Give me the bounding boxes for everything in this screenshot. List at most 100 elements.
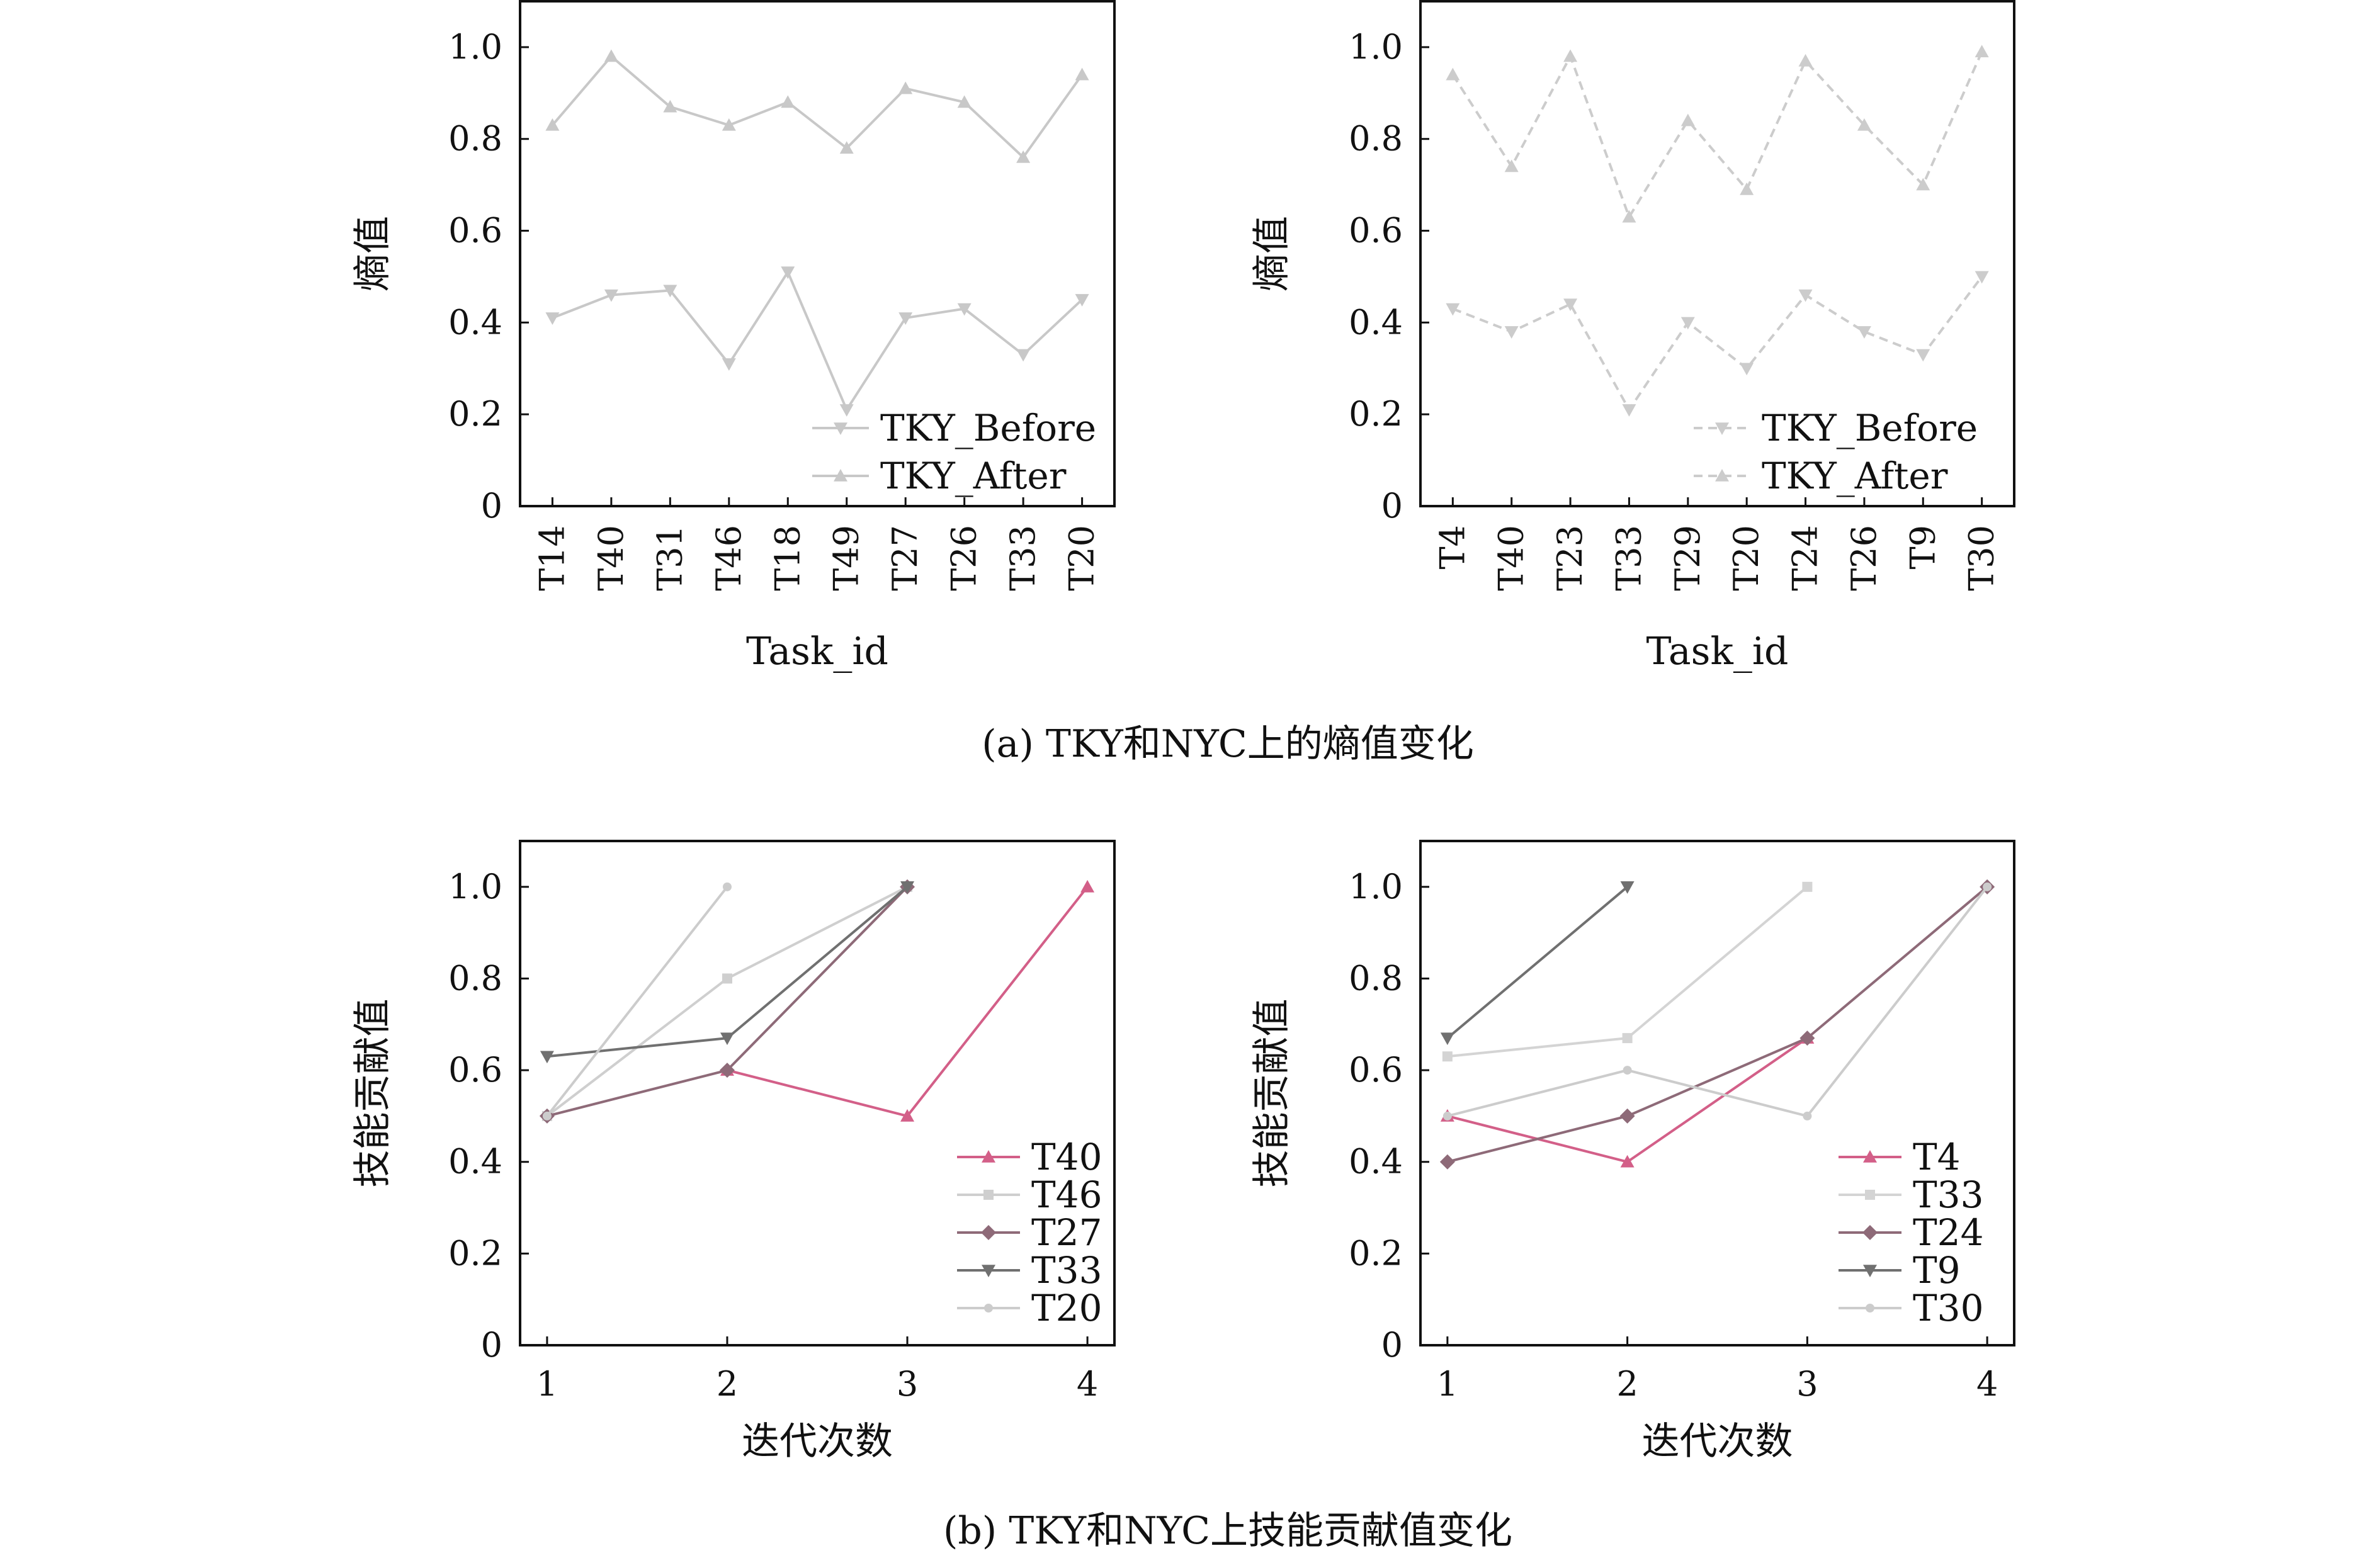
x-tick-label: 4 [1976, 1364, 1998, 1404]
legend-label: T20 [1031, 1287, 1102, 1329]
plot-frame [1419, 0, 2015, 507]
y-tick-label: 0 [1381, 1325, 1403, 1365]
y-tick-label: 0.2 [1349, 394, 1403, 434]
series-line [547, 886, 909, 1117]
x-tick-label: T46 [709, 525, 749, 591]
y-tick-label: 0.4 [1349, 302, 1403, 342]
data-point [722, 973, 732, 984]
data-point [1798, 54, 1813, 67]
data-point [1916, 178, 1930, 191]
y-tick-label: 0.4 [1349, 1142, 1403, 1182]
y-tick-label: 0.6 [1349, 1050, 1403, 1090]
data-point [839, 404, 854, 417]
x-tick-label: 2 [1616, 1364, 1638, 1404]
data-point [1798, 289, 1813, 302]
y-tick-label: 1.0 [448, 27, 502, 67]
legend-marker [982, 1150, 995, 1163]
x-tick-label: T30 [1962, 525, 2002, 591]
data-point [663, 99, 677, 113]
y-tick-label: 0.2 [1349, 1233, 1403, 1273]
legend-label: TKY_Before [1762, 407, 1978, 449]
data-point [545, 312, 560, 325]
y-tick-label: 0.2 [448, 394, 502, 434]
x-tick-label: T33 [1003, 525, 1043, 591]
legend-label: T4 [1913, 1136, 1961, 1178]
y-axis-title: 熵值 [351, 216, 395, 291]
data-point [540, 1051, 554, 1064]
data-point [1680, 113, 1695, 127]
chart-entropy-tky: 0 0.2 0.4 0.6 0.8 1.0 T14 T40 T31 T46 T18 T49 T27 T26… [351, 0, 1116, 674]
y-tick-label: 0.8 [1349, 958, 1403, 998]
data-point [1446, 67, 1460, 81]
data-point [1563, 298, 1578, 312]
data-point [1623, 1066, 1632, 1075]
plot-frame [1419, 840, 2015, 1346]
plot-frame [519, 0, 1116, 507]
legend-label: T27 [1031, 1211, 1102, 1254]
series-line [727, 886, 1089, 1117]
y-tick-label: 1.0 [1349, 27, 1403, 67]
x-tick-label: T4 [1432, 525, 1472, 569]
series-line [1447, 886, 1808, 1058]
legend-label: T46 [1031, 1173, 1102, 1216]
legend-marker [983, 1190, 994, 1200]
caption-b: (b) TKY和NYC上技能贡献值变化 [943, 1509, 1512, 1553]
legend-marker [834, 422, 847, 435]
y-tick-label: 0 [1381, 486, 1403, 526]
series-line [546, 886, 908, 1117]
data-point [1622, 1033, 1633, 1044]
y-tick-label: 0 [481, 1325, 502, 1365]
y-tick-label: 0.4 [448, 1142, 502, 1182]
data-point [1799, 1030, 1815, 1046]
data-point [1740, 363, 1754, 376]
x-tick-label: T49 [827, 525, 866, 591]
legend-marker [1715, 422, 1729, 435]
x-tick-label: T9 [1903, 525, 1942, 569]
data-point [1620, 1154, 1635, 1168]
y-axis-title: 技能贡献值 [351, 999, 395, 1188]
data-point [663, 285, 677, 298]
data-point [900, 1109, 915, 1122]
x-tick-label: 3 [1796, 1364, 1818, 1404]
chart-skill-tky: 0 0.2 0.4 0.6 0.8 1.0 1 2 3 4 迭代次数 技能贡献值 T40T46T27T3… [351, 840, 1116, 1464]
x-tick-label: T33 [1609, 525, 1648, 591]
data-point [1680, 317, 1695, 330]
legend-label: T33 [1031, 1249, 1102, 1292]
series-line [547, 886, 909, 1058]
legend-marker [1863, 1150, 1877, 1163]
y-tick-label: 0.4 [448, 302, 502, 342]
x-tick-label: 1 [1437, 1364, 1458, 1404]
data-point [1075, 67, 1089, 81]
data-point [545, 118, 560, 131]
data-point [1803, 1111, 1812, 1121]
x-tick-label: 4 [1077, 1364, 1098, 1404]
x-tick-label: T31 [650, 525, 689, 591]
series-line [1452, 276, 1983, 411]
y-tick-label: 0.8 [1349, 119, 1403, 159]
data-point [1740, 182, 1754, 195]
data-point [1622, 210, 1636, 223]
series-line [546, 886, 728, 1117]
data-point [1975, 271, 1989, 284]
legend-marker [1865, 1190, 1875, 1200]
chart-skill-nyc: 0 0.2 0.4 0.6 0.8 1.0 1 2 3 4 迭代次数 技能贡献值 T4T33T24T9T… [1250, 840, 2015, 1464]
series-line [551, 55, 1084, 159]
series-line [1447, 886, 1988, 1117]
data-point [1440, 1032, 1454, 1046]
data-point [722, 118, 736, 131]
data-point [957, 95, 972, 108]
data-point [900, 881, 915, 894]
data-point [1975, 45, 1989, 57]
data-point [898, 312, 913, 325]
data-point [1620, 881, 1635, 894]
plot-frame [519, 840, 1116, 1346]
x-tick-label: T23 [1550, 525, 1590, 591]
x-axis-title: 迭代次数 [742, 1420, 893, 1464]
data-point [1016, 150, 1031, 163]
x-tick-label: T14 [532, 525, 572, 591]
series-line [552, 271, 1083, 411]
x-tick-label: T20 [1062, 525, 1102, 591]
y-tick-label: 0.6 [448, 1050, 502, 1090]
data-point [1504, 326, 1519, 339]
